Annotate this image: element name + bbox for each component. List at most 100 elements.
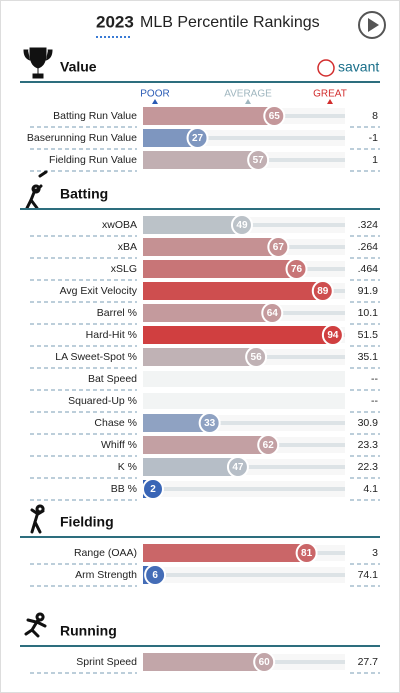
metric-label: Range (OAA) (74, 547, 137, 559)
metric-label: Arm Strength (75, 569, 137, 581)
percentile-label: 94 (327, 330, 339, 341)
percentile-bar (143, 129, 198, 147)
metric-label: Barrel % (97, 307, 137, 319)
percentile-label: 60 (259, 657, 271, 668)
percentile-bar (143, 282, 323, 300)
metric-value: 27.7 (358, 656, 379, 668)
percentile-circle (245, 346, 268, 368)
metric-value: 8 (372, 110, 378, 122)
section-title: Running (60, 623, 117, 639)
metric-label: LA Sweet-Spot % (55, 351, 137, 363)
metric-label: Sprint Speed (76, 656, 137, 668)
metric-value: -- (371, 395, 378, 407)
metric-label: Bat Speed (88, 373, 137, 385)
percentile-circle (261, 302, 284, 324)
metric-label: xwOBA (102, 219, 137, 231)
percentile-bar (143, 304, 273, 322)
percentile-label: 57 (253, 155, 265, 166)
percentile-circle (144, 564, 167, 586)
percentile-circle (230, 214, 253, 236)
metric-label: Fielding Run Value (49, 154, 137, 166)
percentile-circle (267, 236, 290, 258)
percentile-circle (285, 258, 308, 280)
metric-label: Squared-Up % (68, 395, 137, 407)
metric-value: 23.3 (358, 439, 379, 451)
metric-label: xBA (118, 241, 137, 253)
metric-value: 10.1 (358, 307, 379, 319)
play-button[interactable] (358, 11, 386, 39)
percentile-bar (143, 107, 275, 125)
percentile-label: 89 (317, 286, 329, 297)
percentile-circle (253, 651, 276, 673)
metric-label: Batting Run Value (53, 110, 137, 122)
percentile-bar (143, 260, 297, 278)
metric-value: 22.3 (358, 461, 379, 473)
section-title: Batting (60, 186, 108, 202)
metric-value: 74.1 (358, 569, 379, 581)
metric-label: BB % (111, 483, 137, 495)
metric-label: Baserunning Run Value (27, 132, 137, 144)
metric-value: .264 (358, 241, 379, 253)
percentile-bar (143, 436, 269, 454)
percentile-circle (295, 542, 318, 564)
metric-value: .324 (358, 219, 379, 231)
percentile-label: 81 (301, 548, 313, 559)
empty-track (143, 371, 345, 387)
percentile-circle (311, 280, 334, 302)
legend-great: GREAT (313, 89, 347, 100)
section-title: Value (60, 59, 97, 75)
section-icon (30, 504, 45, 534)
metric-value: 30.9 (358, 417, 379, 429)
metric-label: xSLG (111, 263, 137, 275)
legend-arrow (152, 99, 158, 104)
percentile-bar (143, 544, 307, 562)
percentile-circle (321, 324, 344, 346)
section-icon (25, 170, 48, 210)
metric-value: -1 (369, 132, 378, 144)
percentile-label: 67 (273, 242, 285, 253)
percentile-circle (247, 149, 270, 171)
metric-label: Avg Exit Velocity (60, 285, 138, 297)
metric-label: Chase % (94, 417, 137, 429)
percentile-label: 47 (232, 462, 244, 473)
content: Value savant POOR AVERAGE GREAT Batting Run V… (20, 47, 380, 674)
percentile-label: 62 (263, 440, 275, 451)
metric-value: -- (371, 373, 378, 385)
metric-label: Whiff % (101, 439, 137, 451)
metric-value: 51.5 (358, 329, 379, 341)
percentile-circle (142, 478, 164, 500)
percentile-label: 27 (192, 133, 204, 144)
percentile-circle (257, 434, 280, 456)
section-icon (24, 612, 47, 638)
metric-label: K % (118, 461, 137, 473)
percentile-label: 56 (251, 352, 263, 363)
percentile-label: 49 (236, 220, 248, 231)
legend-arrow (245, 99, 251, 104)
percentile-label: 33 (204, 418, 216, 429)
metric-value: 1 (372, 154, 378, 166)
year: 2023 (96, 12, 134, 31)
percentile-bar (143, 414, 210, 432)
percentile-bar (143, 458, 238, 476)
percentile-bar (143, 216, 242, 234)
percentile-circle (186, 127, 209, 149)
percentile-bar (143, 348, 257, 366)
percentile-label: 2 (150, 484, 156, 495)
metric-value: 91.9 (358, 285, 379, 297)
percentile-bar (143, 326, 333, 344)
empty-track (143, 393, 345, 409)
legend-arrow (327, 99, 333, 104)
metric-value: 4.1 (363, 483, 378, 495)
percentile-circle (198, 412, 221, 434)
metric-value: 3 (372, 547, 378, 559)
section-icon (23, 47, 53, 79)
percentile-label: 65 (269, 111, 281, 122)
legend-poor: POOR (140, 89, 169, 100)
percentile-circle (263, 105, 286, 127)
title: MLB Percentile Rankings (140, 14, 320, 31)
legend-average: AVERAGE (224, 89, 272, 100)
metric-label: Hard-Hit % (86, 329, 137, 341)
percentile-bar (143, 653, 265, 671)
percentile-bar (143, 151, 259, 169)
